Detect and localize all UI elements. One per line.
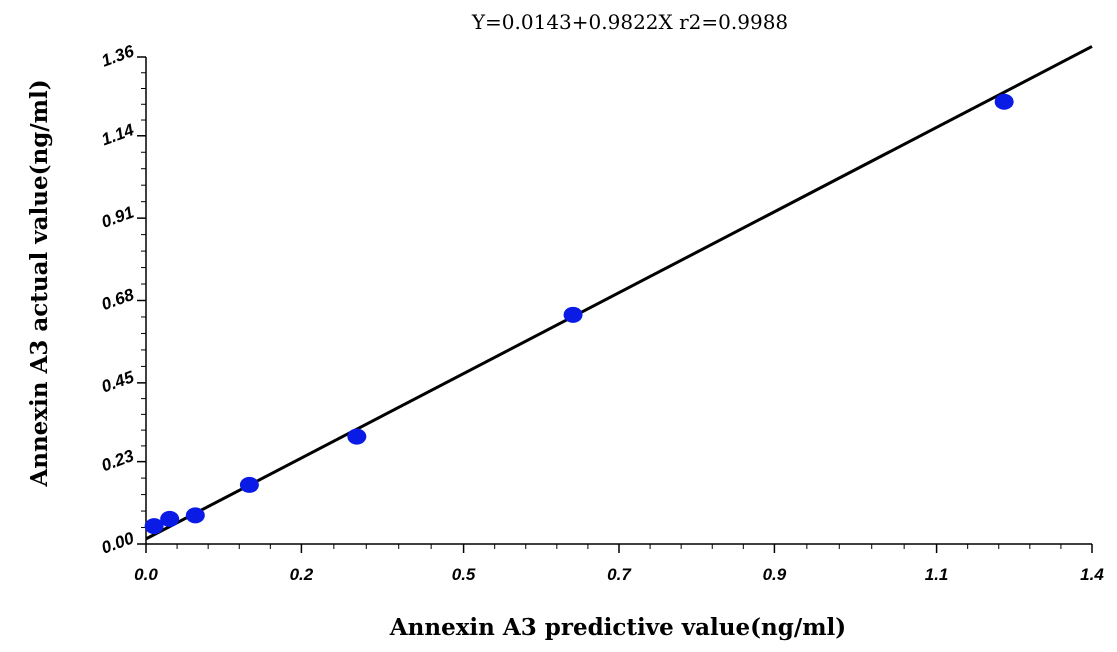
- x-tick-label: 0.9: [763, 565, 787, 584]
- x-tick-label: 0.7: [607, 565, 632, 584]
- y-tick-label: 0.45: [99, 367, 137, 396]
- fit-line-layer: [145, 45, 1093, 541]
- data-points: [144, 93, 1014, 535]
- y-tick-label: 0.68: [99, 285, 137, 314]
- y-tick-label: 1.14: [99, 120, 137, 149]
- x-tick-label: 0.2: [290, 565, 314, 584]
- data-point: [563, 306, 583, 323]
- x-tick-label: 1.4: [1080, 565, 1104, 584]
- x-axis-title: Annexin A3 predictive value(ng/ml): [389, 614, 846, 641]
- y-tick-label: 1.36: [99, 41, 137, 70]
- y-tick-label: 0.23: [99, 446, 137, 475]
- data-point: [347, 428, 367, 445]
- regression-line: [145, 45, 1093, 541]
- x-tick-label: 1.1: [925, 565, 949, 584]
- chart-title: Y=0.0143+0.9822X r2=0.9988: [471, 10, 788, 34]
- data-point: [185, 507, 205, 524]
- axes: [145, 57, 1092, 545]
- x-axis-ticks: 0.0 0.2 0.5 0.7 0.9 1.1 1.4: [134, 544, 1104, 584]
- x-tick-label: 0.5: [452, 565, 476, 584]
- y-tick-label: 0.91: [99, 203, 137, 232]
- data-point: [239, 476, 259, 493]
- data-point: [994, 93, 1014, 110]
- y-axis-ticks: 0.00 0.23 0.45 0.68 0.91 1.14 1.36: [99, 41, 146, 558]
- data-point: [160, 510, 180, 527]
- y-axis-title: Annexin A3 actual value(ng/ml): [26, 79, 53, 487]
- x-tick-label: 0.0: [134, 565, 158, 584]
- y-tick-label: 0.00: [99, 528, 137, 557]
- data-point: [144, 518, 164, 535]
